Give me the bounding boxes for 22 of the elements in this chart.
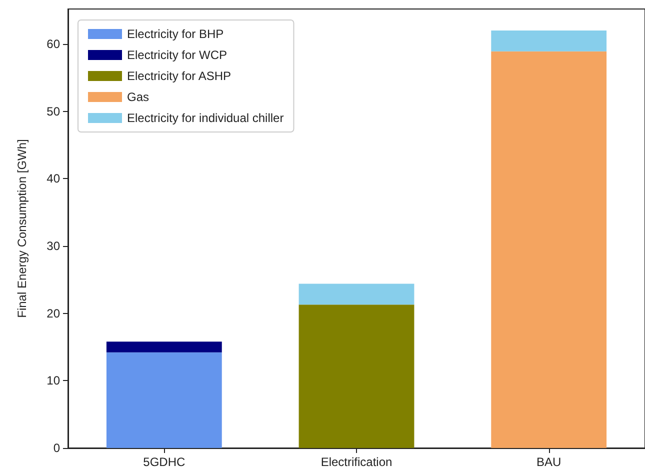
- bar: [106, 352, 222, 448]
- x-tick-label: Electrification: [320, 455, 392, 469]
- y-tick-label: 10: [46, 374, 60, 388]
- bar: [491, 51, 607, 448]
- y-tick-label: 20: [46, 306, 60, 320]
- legend-label: Electricity for ASHP: [127, 69, 232, 83]
- legend-label: Gas: [127, 90, 150, 104]
- bar: [298, 304, 414, 448]
- legend-label: Electricity for WCP: [127, 48, 228, 62]
- y-tick-label: 0: [53, 441, 60, 455]
- bar: [298, 284, 414, 305]
- x-tick-label: 5GDHC: [143, 455, 186, 469]
- y-tick-label: 30: [46, 239, 60, 254]
- x-tick-label: BAU: [536, 455, 562, 469]
- bar: [106, 342, 222, 352]
- y-tick-label: 40: [46, 172, 60, 186]
- y-axis-title: Final Energy Consumption [GWh]: [15, 139, 29, 318]
- y-tick-label: 60: [46, 37, 60, 52]
- legend-label: Electricity for individual chiller: [127, 111, 284, 125]
- legend-label: Electricity for BHP: [127, 27, 224, 41]
- bar: [491, 30, 607, 52]
- y-tick-label: 50: [46, 104, 60, 118]
